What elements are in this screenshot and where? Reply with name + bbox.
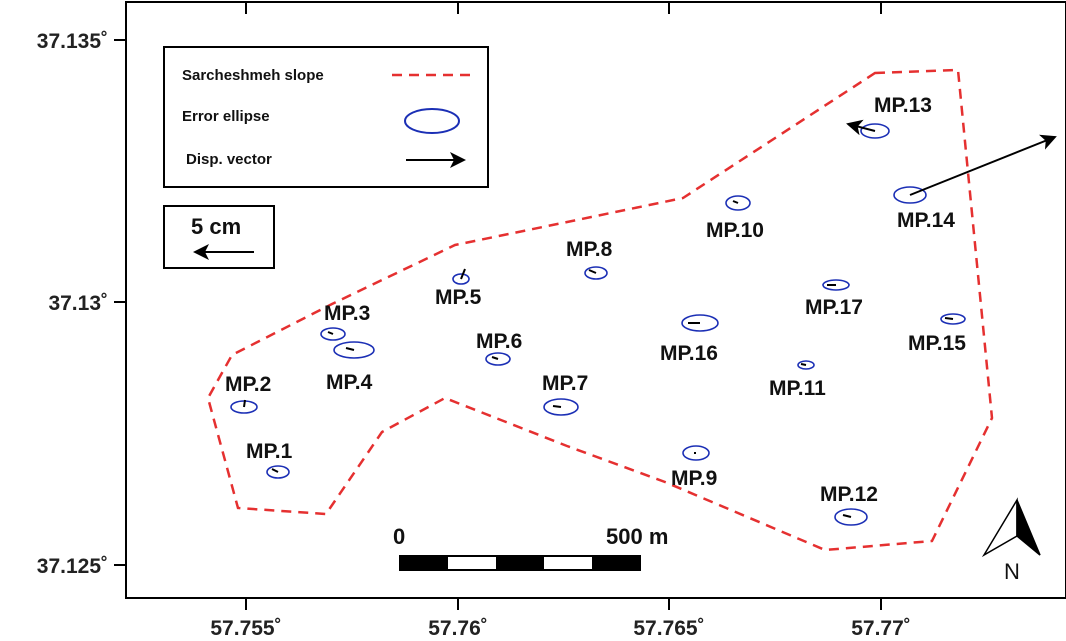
site-label-mp9: MP.9 [671, 467, 717, 490]
scale-bar-end-label: 500 m [606, 524, 668, 549]
site-label-mp2: MP.2 [225, 373, 271, 396]
site-labels: MP.1 MP.2 MP.3 MP.4 MP.5 MP.6 MP.7 MP.8 … [225, 94, 966, 506]
disp-vector-mp10 [732, 200, 739, 204]
error-ellipse-mp4 [333, 341, 375, 359]
error-ellipse-mp6 [485, 352, 511, 366]
error-ellipse-mp15 [940, 313, 966, 325]
site-label-mp5: MP.5 [435, 286, 482, 309]
error-ellipse-mp16 [681, 314, 719, 332]
error-ellipse-mp7 [543, 398, 579, 416]
disp-vector-mp2 [243, 399, 246, 408]
site-label-mp8: MP.8 [566, 238, 613, 261]
legend: Sarcheshmeh slope Error ellipse Disp. ve… [163, 46, 489, 188]
site-label-mp6: MP.6 [476, 330, 522, 353]
legend-ellipse-label: Error ellipse [182, 108, 270, 125]
legend-vector-label: Disp. vector [186, 151, 272, 168]
site-label-mp13: MP.13 [874, 94, 932, 117]
scale-bar-seg-5 [592, 556, 640, 570]
disp-vector-mp15 [944, 317, 954, 320]
site-label-mp15: MP.15 [908, 332, 966, 355]
error-ellipse-mp8 [584, 266, 608, 280]
y-tick-label-3: 37.125˚ [37, 555, 108, 578]
error-ellipse-mp1 [266, 465, 290, 479]
site-label-mp11: MP.11 [769, 377, 826, 400]
scale-bar-start-label: 0 [393, 524, 405, 549]
error-ellipse-mp11 [797, 360, 815, 370]
y-ticks [114, 39, 126, 566]
x-tick-label-2: 57.76˚ [428, 617, 488, 640]
site-label-mp14: MP.14 [897, 209, 955, 232]
x-tick-label-1: 57.755˚ [210, 617, 281, 640]
displacement-vectors [243, 119, 1057, 518]
vector-scale-label: 5 cm [191, 214, 241, 239]
error-ellipse-mp17 [822, 279, 850, 291]
y-tick-label-1: 37.135˚ [37, 30, 108, 53]
error-ellipse-mp10 [725, 195, 751, 211]
legend-slope-label: Sarcheshmeh slope [182, 67, 324, 84]
disp-vector-mp1 [271, 468, 279, 473]
x-ticks-top [245, 2, 882, 14]
vector-scale-box [163, 205, 275, 269]
site-label-mp3: MP.3 [324, 302, 370, 325]
scale-bar-seg-1 [400, 556, 448, 570]
site-label-mp16: MP.16 [660, 342, 718, 365]
error-ellipse-mp5 [452, 273, 470, 285]
disp-vector-mp5 [460, 268, 466, 280]
disp-vector-mp11 [800, 363, 807, 366]
site-label-mp10: MP.10 [706, 219, 764, 242]
north-arrow-label: N [1004, 559, 1020, 584]
error-ellipse-mp9 [682, 445, 710, 461]
legend-ellipse-swatch [404, 108, 460, 134]
x-tick-label-4: 57.77˚ [851, 617, 911, 640]
sarcheshmeh-slope-boundary [206, 68, 994, 552]
disp-vector-mp4 [345, 347, 355, 351]
legend-box [163, 46, 489, 188]
error-ellipse-mp12 [834, 508, 868, 526]
site-label-mp7: MP.7 [542, 372, 588, 395]
error-ellipses [230, 123, 966, 526]
site-label-mp1: MP.1 [246, 440, 293, 463]
disp-vector-mp3 [327, 331, 334, 335]
site-label-mp12: MP.12 [820, 483, 878, 506]
x-ticks-bottom [245, 598, 882, 610]
x-tick-label-3: 57.765˚ [633, 617, 704, 640]
site-label-mp4: MP.4 [326, 371, 373, 394]
site-label-mp17: MP.17 [805, 296, 863, 319]
disp-vector-mp14 [909, 134, 1057, 196]
scale-bar-seg-3 [496, 556, 544, 570]
error-ellipse-mp14 [893, 186, 927, 204]
vector-scale: 5 cm [163, 205, 275, 269]
north-arrow: N [981, 497, 1041, 584]
disp-vector-mp13 [846, 119, 876, 136]
disp-vector-mp12 [842, 514, 852, 518]
disp-vector-mp6 [491, 356, 499, 360]
north-arrow-left-half [981, 497, 1018, 558]
disp-vector-mp8 [588, 269, 597, 274]
error-ellipse-mp3 [320, 327, 346, 341]
scale-bar: 0 500 m [393, 524, 668, 571]
y-tick-label-2: 37.13˚ [48, 292, 108, 315]
north-arrow-right-half [1016, 499, 1041, 556]
plot-frame [125, 1, 1066, 599]
disp-vector-mp7 [552, 405, 562, 408]
